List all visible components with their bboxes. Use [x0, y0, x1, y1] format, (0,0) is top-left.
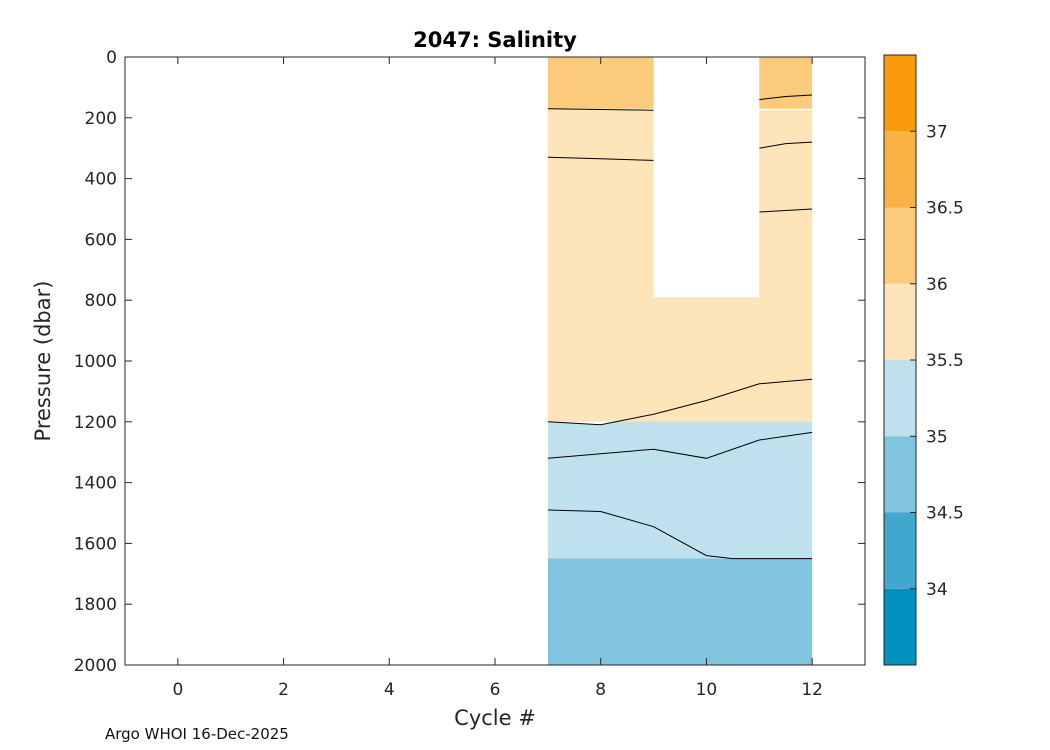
band-boundary-35.5-36 — [547, 108, 654, 111]
contour-line-36 — [759, 94, 813, 101]
colorbar-tick-label: 35.5 — [926, 351, 964, 371]
contour-line-35.5 — [547, 431, 813, 459]
x-tick-label: 2 — [278, 680, 289, 700]
colorbar-tick-label: 34.5 — [926, 504, 964, 524]
y-tick-label: 0 — [106, 48, 117, 68]
band-boundary-34.5-35 — [547, 509, 813, 560]
y-tick-label: 1000 — [74, 352, 117, 372]
footer-credit: Argo WHOI 16-Dec-2025 — [105, 725, 289, 743]
y-tick-label: 400 — [85, 170, 117, 190]
y-tick-label: 600 — [85, 230, 117, 250]
colorbar-frame — [883, 54, 917, 666]
colorbar-band — [884, 588, 916, 665]
region-35-35.5 — [547, 379, 813, 559]
y-tick-label: 1200 — [74, 413, 117, 433]
y-tick-label: 200 — [85, 109, 117, 129]
y-tick-label: 1800 — [74, 595, 117, 615]
y-axis-ticks: 0 200 400 600 800 1000 1200 1400 1600 1800 2000 — [74, 48, 865, 676]
colorbar-ticks: 34 34.5 35 35.5 36 36.5 37 — [910, 122, 964, 600]
x-tick-label: 12 — [801, 680, 823, 700]
colorbar-band — [884, 131, 916, 208]
x-axis-label: Cycle # — [454, 706, 536, 730]
colorbar-tick-label: 36 — [926, 275, 948, 295]
colorbar-band — [884, 55, 916, 132]
colorbar-band — [884, 283, 916, 360]
colorbar-tick-label: 34 — [926, 580, 948, 600]
y-tick-label: 1400 — [74, 474, 117, 494]
x-tick-label: 6 — [490, 680, 501, 700]
y-tick-label: 800 — [85, 291, 117, 311]
colorbar — [884, 55, 916, 665]
colorbar-tick-label: 37 — [926, 122, 948, 142]
x-tick-label: 0 — [172, 680, 183, 700]
colorbar-tick-label: 36.5 — [926, 199, 964, 219]
colorbar-band — [884, 360, 916, 437]
x-tick-label: 4 — [384, 680, 395, 700]
contour-line-35.5 — [759, 208, 813, 213]
colorbar-band — [884, 512, 916, 589]
colorbar-band — [884, 207, 916, 284]
y-tick-label: 2000 — [74, 656, 117, 676]
y-axis-label: Pressure (dbar) — [31, 281, 55, 442]
x-axis-ticks: 0 2 4 6 8 10 12 — [172, 57, 823, 700]
band-boundary-35-35.5 — [547, 378, 813, 426]
contour-line-35.5 — [759, 141, 813, 149]
contour-lines — [547, 94, 813, 560]
y-tick-label: 1600 — [74, 534, 117, 554]
contour-line-35.5 — [547, 156, 654, 161]
missing-data-block — [653, 57, 760, 298]
x-tick-label: 8 — [595, 680, 606, 700]
colorbar-band — [884, 436, 916, 513]
chart-title: 2047: Salinity — [413, 28, 577, 52]
x-tick-label: 10 — [696, 680, 718, 700]
colorbar-tick-label: 35 — [926, 427, 948, 447]
